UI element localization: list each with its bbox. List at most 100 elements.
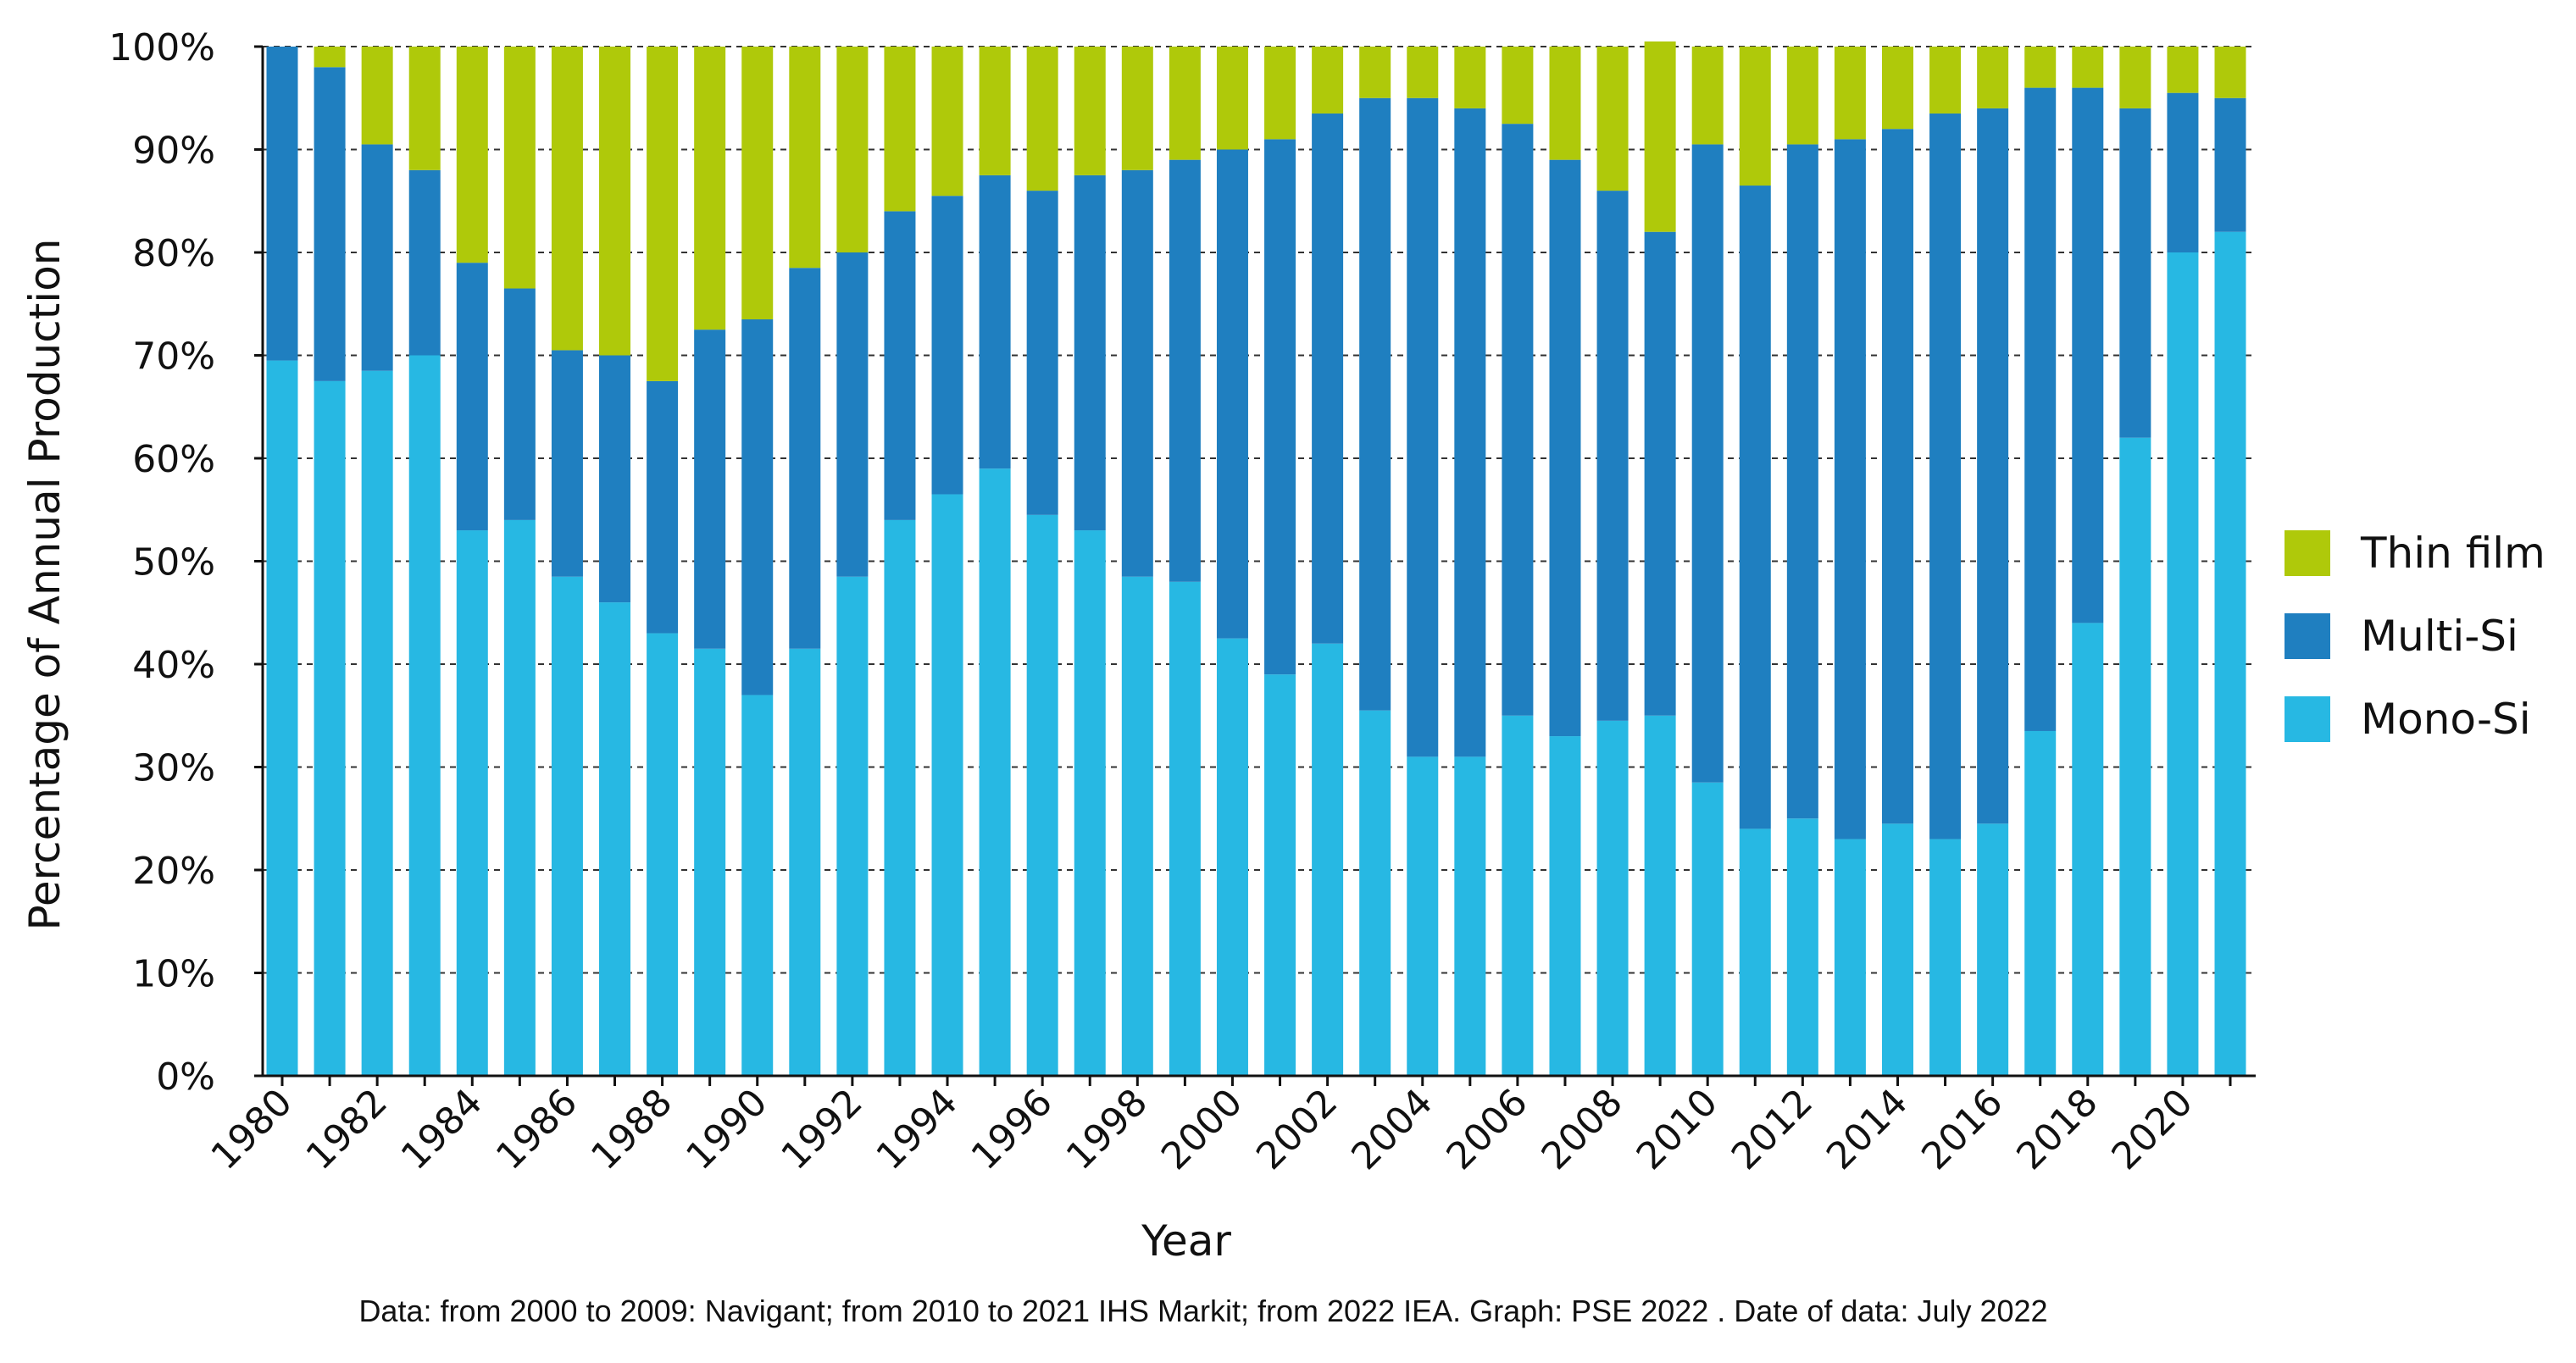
bar-segment-mono-si-2008 bbox=[1596, 720, 1629, 1076]
bar-segment-multi-si-2003 bbox=[1359, 97, 1391, 711]
bar-segment-multi-si-2007 bbox=[1549, 159, 1581, 737]
y-tick-label: 20% bbox=[132, 850, 215, 893]
bar-segment-thin-film-2007 bbox=[1549, 47, 1581, 160]
bar-segment-multi-si-2012 bbox=[1786, 144, 1818, 819]
bar-segment-thin-film-2013 bbox=[1834, 47, 1866, 140]
bar-segment-multi-si-2008 bbox=[1596, 191, 1629, 721]
bar-segment-multi-si-2000 bbox=[1216, 149, 1248, 639]
bar-segment-thin-film-1984 bbox=[456, 47, 488, 263]
y-tick-label: 60% bbox=[132, 438, 215, 481]
y-axis-title: Percentage of Annual Production bbox=[20, 239, 69, 931]
bar-segment-mono-si-2017 bbox=[2024, 730, 2057, 1076]
bar-segment-thin-film-1996 bbox=[1026, 47, 1058, 191]
bar-segment-thin-film-1994 bbox=[931, 47, 963, 197]
legend-label-thin-film: Thin film bbox=[2360, 529, 2545, 578]
bar-segment-thin-film-2011 bbox=[1739, 47, 1771, 186]
x-tick-label: 2006 bbox=[1438, 1081, 1535, 1178]
y-tick-label: 70% bbox=[132, 335, 215, 379]
bar-segment-mono-si-2002 bbox=[1312, 643, 1344, 1076]
bar-segment-multi-si-1997 bbox=[1074, 175, 1106, 531]
bar-segment-mono-si-2020 bbox=[2167, 252, 2199, 1076]
bar-segment-mono-si-1989 bbox=[694, 648, 726, 1076]
bar-segment-multi-si-2016 bbox=[1977, 108, 2009, 824]
bar-segment-thin-film-2019 bbox=[2119, 47, 2151, 108]
y-tick-label: 40% bbox=[132, 644, 215, 687]
legend-swatch-multi-si bbox=[2285, 613, 2330, 659]
bar-segment-multi-si-1982 bbox=[361, 144, 393, 371]
bar-segment-multi-si-2009 bbox=[1644, 231, 1676, 716]
bar-segment-thin-film-2003 bbox=[1359, 47, 1391, 98]
bar-segment-multi-si-2021 bbox=[2214, 97, 2246, 232]
x-tick-label: 1992 bbox=[773, 1081, 870, 1178]
bar-segment-thin-film-1983 bbox=[408, 47, 441, 170]
y-tick-label: 10% bbox=[132, 953, 215, 996]
bar-segment-mono-si-2019 bbox=[2119, 437, 2151, 1076]
x-tick-label: 2010 bbox=[1629, 1081, 1726, 1178]
legend-swatch-thin-film bbox=[2285, 530, 2330, 576]
bar-segment-mono-si-1999 bbox=[1169, 581, 1201, 1076]
bar-segment-thin-film-1992 bbox=[836, 47, 869, 252]
bar-segment-thin-film-2014 bbox=[1881, 47, 1913, 130]
x-tick-label: 2016 bbox=[1913, 1081, 2011, 1178]
bar-segment-multi-si-1987 bbox=[599, 355, 631, 603]
bar-segment-mono-si-1993 bbox=[884, 519, 916, 1076]
bar-segment-thin-film-2018 bbox=[2072, 47, 2104, 88]
bar-segment-thin-film-1982 bbox=[361, 47, 393, 145]
bar-segment-multi-si-2004 bbox=[1407, 97, 1439, 757]
bar-segment-mono-si-2010 bbox=[1691, 782, 1724, 1076]
bar-segment-multi-si-2001 bbox=[1264, 139, 1296, 675]
bar-segment-mono-si-2001 bbox=[1264, 674, 1296, 1076]
bar-segment-thin-film-1988 bbox=[647, 47, 679, 381]
bar-segment-mono-si-2014 bbox=[1881, 823, 1913, 1076]
bar-segment-mono-si-1983 bbox=[408, 355, 441, 1076]
bar-segment-multi-si-1994 bbox=[931, 196, 963, 495]
bar-segment-thin-film-2005 bbox=[1454, 47, 1486, 108]
bar-segment-multi-si-1998 bbox=[1121, 169, 1153, 577]
bar-segment-multi-si-1999 bbox=[1169, 159, 1201, 582]
bar-segment-mono-si-2007 bbox=[1549, 736, 1581, 1076]
bar-segment-mono-si-2006 bbox=[1502, 715, 1534, 1076]
bar-segment-mono-si-2005 bbox=[1454, 756, 1486, 1076]
x-tick-label: 2000 bbox=[1153, 1081, 1251, 1178]
legend: Thin film Multi-Si Mono-Si bbox=[2285, 529, 2545, 744]
bar-segment-thin-film-1985 bbox=[503, 47, 536, 289]
bar-segment-multi-si-1986 bbox=[551, 350, 583, 577]
grid-layer bbox=[263, 46, 2256, 974]
bar-segment-thin-film-1987 bbox=[599, 47, 631, 356]
bar-segment-mono-si-2003 bbox=[1359, 710, 1391, 1076]
bar-segment-thin-film-1999 bbox=[1169, 47, 1201, 160]
bar-segment-mono-si-2015 bbox=[1929, 839, 1962, 1076]
bar-segment-multi-si-1991 bbox=[789, 268, 821, 649]
bar-segment-thin-film-2001 bbox=[1264, 47, 1296, 140]
x-tick-label: 1980 bbox=[203, 1081, 301, 1178]
bar-segment-thin-film-2015 bbox=[1929, 47, 1962, 114]
bar-segment-mono-si-1987 bbox=[599, 602, 631, 1076]
legend-swatch-mono-si bbox=[2285, 696, 2330, 742]
bar-segment-mono-si-1981 bbox=[314, 380, 346, 1077]
bar-segment-mono-si-2013 bbox=[1834, 839, 1866, 1076]
bar-segment-multi-si-1993 bbox=[884, 211, 916, 520]
bar-segment-thin-film-2016 bbox=[1977, 47, 2009, 108]
bar-segment-multi-si-2015 bbox=[1929, 113, 1962, 839]
bar-segment-mono-si-1995 bbox=[979, 468, 1011, 1076]
bar-segment-multi-si-1980 bbox=[266, 47, 298, 361]
x-tick-label: 2014 bbox=[1818, 1081, 1916, 1178]
legend-label-multi-si: Multi-Si bbox=[2361, 612, 2518, 661]
bar-segment-thin-film-2020 bbox=[2167, 47, 2199, 93]
x-tick-label: 2008 bbox=[1534, 1081, 1631, 1178]
bar-segment-multi-si-1984 bbox=[456, 263, 488, 531]
bar-segment-mono-si-1985 bbox=[503, 519, 536, 1076]
bar-segment-thin-film-1986 bbox=[551, 47, 583, 351]
x-tick-label: 1988 bbox=[583, 1081, 680, 1178]
bar-segment-mono-si-1998 bbox=[1121, 576, 1153, 1076]
bar-segment-mono-si-1991 bbox=[789, 648, 821, 1076]
x-tick-label: 2002 bbox=[1248, 1081, 1346, 1178]
bar-segment-multi-si-2018 bbox=[2072, 87, 2104, 623]
x-tick-label: 1986 bbox=[488, 1081, 586, 1178]
bar-segment-multi-si-1981 bbox=[314, 67, 346, 381]
bar-segment-mono-si-1990 bbox=[741, 695, 774, 1076]
x-tick-label: 1990 bbox=[678, 1081, 775, 1178]
bar-segment-thin-film-1993 bbox=[884, 47, 916, 212]
bar-segment-multi-si-1996 bbox=[1026, 191, 1058, 515]
